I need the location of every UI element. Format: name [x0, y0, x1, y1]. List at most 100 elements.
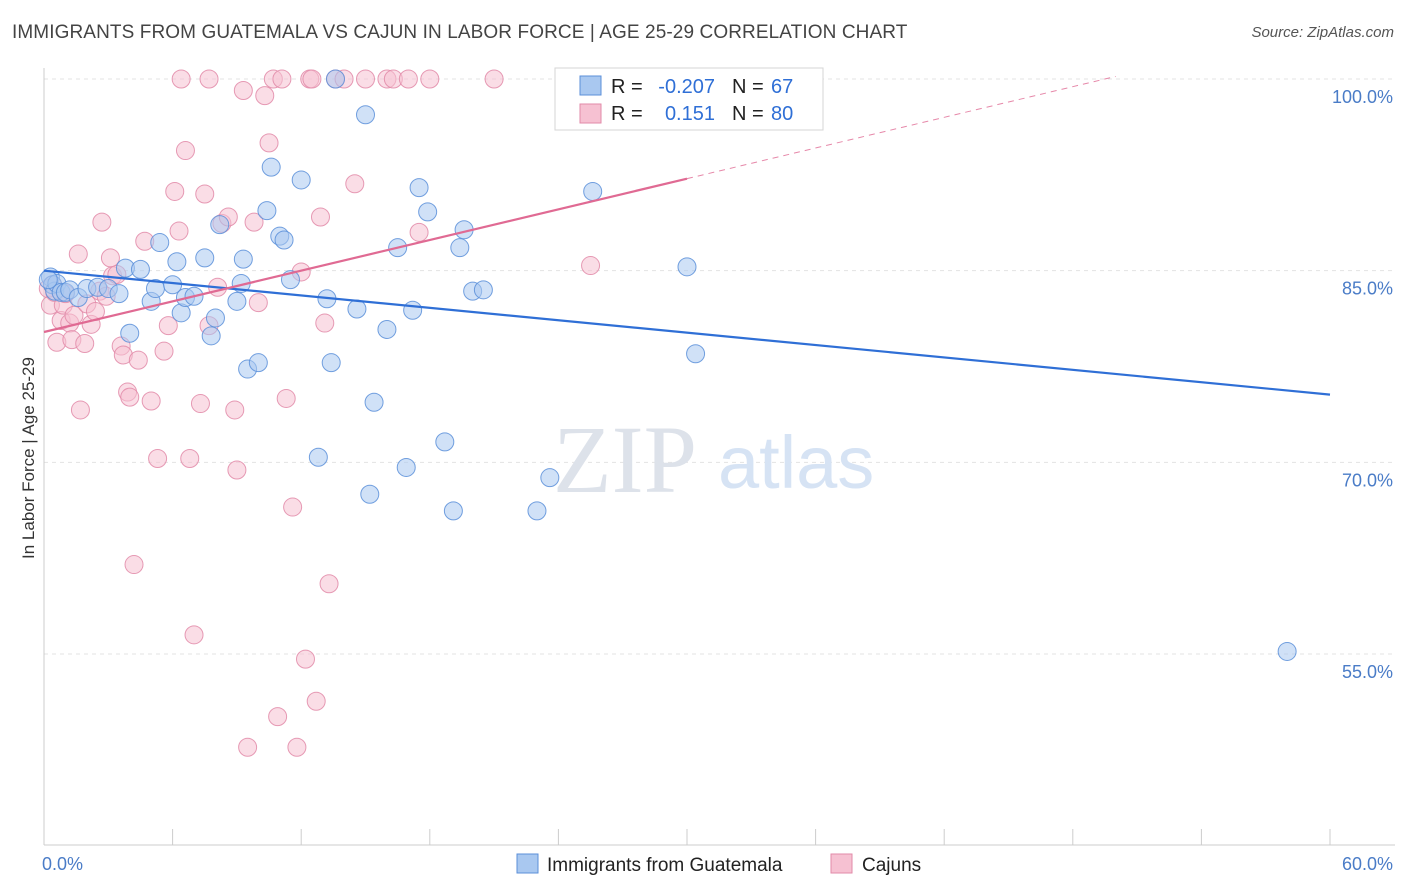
point-cajuns-18	[92, 212, 112, 232]
chart-title: IMMIGRANTS FROM GUATEMALA VS CAJUN IN LA…	[12, 22, 908, 43]
stats-legend-r-value-1: -0.207	[658, 76, 715, 98]
point-cajuns-30	[141, 391, 161, 411]
point-guatemala-33	[261, 157, 281, 177]
stats-legend-swatch-cajuns	[579, 103, 602, 124]
point-guatemala-27	[227, 291, 247, 311]
y-tick-label-1: 85.0%	[1342, 279, 1393, 299]
point-guatemala-60	[583, 181, 603, 201]
point-guatemala-25	[205, 308, 225, 328]
y-axis-label: In Labor Force | Age 25-29	[19, 357, 38, 559]
point-guatemala-42	[347, 299, 367, 319]
point-guatemala-46	[377, 319, 397, 339]
point-cajuns-54	[268, 707, 288, 727]
point-cajuns-77	[171, 69, 191, 89]
point-guatemala-45	[364, 392, 384, 412]
point-guatemala-53	[443, 501, 463, 521]
point-guatemala-41	[325, 69, 345, 89]
point-cajuns-36	[175, 141, 195, 161]
point-guatemala-11	[109, 284, 129, 304]
point-guatemala-40	[321, 353, 341, 373]
stats-legend-r-label-1: R =	[611, 76, 643, 98]
point-cajuns-75	[484, 69, 504, 89]
point-guatemala-31	[248, 353, 268, 373]
point-cajuns-58	[287, 737, 307, 757]
point-cajuns-33	[158, 316, 178, 336]
chart-source: Source: ZipAtlas.com	[1251, 24, 1394, 41]
point-guatemala-61	[677, 257, 697, 277]
point-cajuns-68	[345, 174, 365, 194]
point-guatemala-38	[308, 447, 328, 467]
point-guatemala-35	[274, 230, 294, 250]
point-cajuns-60	[295, 649, 315, 669]
point-guatemala-37	[291, 170, 311, 190]
point-guatemala-29	[233, 249, 253, 269]
trend-line-cajuns-extension	[686, 75, 1116, 180]
point-cajuns-20	[100, 248, 120, 268]
point-cajuns-65	[319, 574, 339, 594]
y-tick-label-2: 70.0%	[1342, 470, 1393, 490]
stats-legend: R = -0.207 N = 67 R = 0.151 N = 80	[554, 67, 824, 131]
point-cajuns-74	[420, 69, 440, 89]
point-cajuns-32	[154, 341, 174, 361]
point-cajuns-13	[75, 334, 95, 353]
x-axis-ticks	[43, 829, 1331, 845]
trend-lines	[43, 75, 1331, 396]
x-tick-label-1: 60.0%	[1342, 854, 1393, 874]
point-cajuns-55	[272, 69, 292, 89]
point-guatemala-23	[195, 248, 215, 268]
point-cajuns-11	[68, 244, 88, 264]
point-cajuns-45	[225, 400, 245, 420]
point-cajuns-48	[238, 737, 258, 757]
y-tick-labels: 100.0% 85.0% 70.0% 55.0%	[1332, 87, 1393, 682]
point-guatemala-13	[120, 323, 140, 343]
point-cajuns-51	[255, 86, 275, 106]
point-cajuns-12	[70, 400, 90, 420]
point-cajuns-62	[306, 691, 326, 711]
point-cajuns-73	[409, 222, 429, 242]
stats-legend-n-label-2: N =	[732, 103, 764, 125]
point-cajuns-37	[180, 449, 200, 468]
point-cajuns-52	[259, 133, 279, 153]
point-guatemala-57	[473, 280, 493, 300]
point-guatemala-50	[409, 178, 429, 198]
series-legend-label-guatemala: Immigrants from Guatemala	[547, 855, 783, 876]
point-guatemala-62	[686, 344, 706, 364]
point-guatemala-14	[130, 259, 150, 279]
stats-legend-swatch-guatemala	[579, 75, 602, 96]
point-guatemala-17	[150, 233, 170, 253]
point-cajuns-64	[315, 313, 335, 333]
trend-line-guatemala	[43, 269, 1331, 396]
y-tick-label-0: 100.0%	[1332, 87, 1393, 107]
point-cajuns-50	[248, 293, 268, 313]
point-guatemala-49	[403, 300, 423, 320]
point-cajuns-38	[184, 625, 204, 645]
point-cajuns-78	[302, 69, 322, 89]
point-cajuns-49	[244, 212, 264, 232]
point-cajuns-28	[128, 350, 148, 370]
point-cajuns-57	[283, 497, 303, 517]
series-legend-swatch-cajuns	[830, 853, 853, 874]
trend-line-cajuns	[43, 177, 688, 334]
point-cajuns-47	[233, 81, 253, 100]
point-cajuns-34	[165, 181, 185, 201]
point-guatemala-66	[38, 270, 58, 290]
stats-legend-n-value-1: 67	[771, 76, 793, 98]
point-guatemala-65	[1277, 641, 1297, 661]
point-guatemala-24	[201, 326, 221, 346]
point-cajuns-63	[310, 207, 330, 227]
point-cajuns-27	[124, 555, 144, 575]
point-guatemala-32	[257, 201, 277, 221]
point-guatemala-43	[356, 105, 375, 125]
stats-legend-r-value-2: 0.151	[665, 103, 715, 125]
point-guatemala-59	[540, 468, 560, 488]
point-cajuns-40	[195, 184, 215, 204]
point-cajuns-35	[169, 221, 189, 241]
point-cajuns-31	[148, 449, 168, 468]
point-cajuns-69	[356, 69, 375, 89]
point-cajuns-76	[581, 256, 601, 276]
stats-legend-n-value-2: 80	[771, 103, 793, 125]
point-cajuns-79	[199, 69, 219, 89]
y-tick-label-3: 55.0%	[1342, 662, 1393, 682]
point-cajuns-56	[276, 388, 296, 408]
